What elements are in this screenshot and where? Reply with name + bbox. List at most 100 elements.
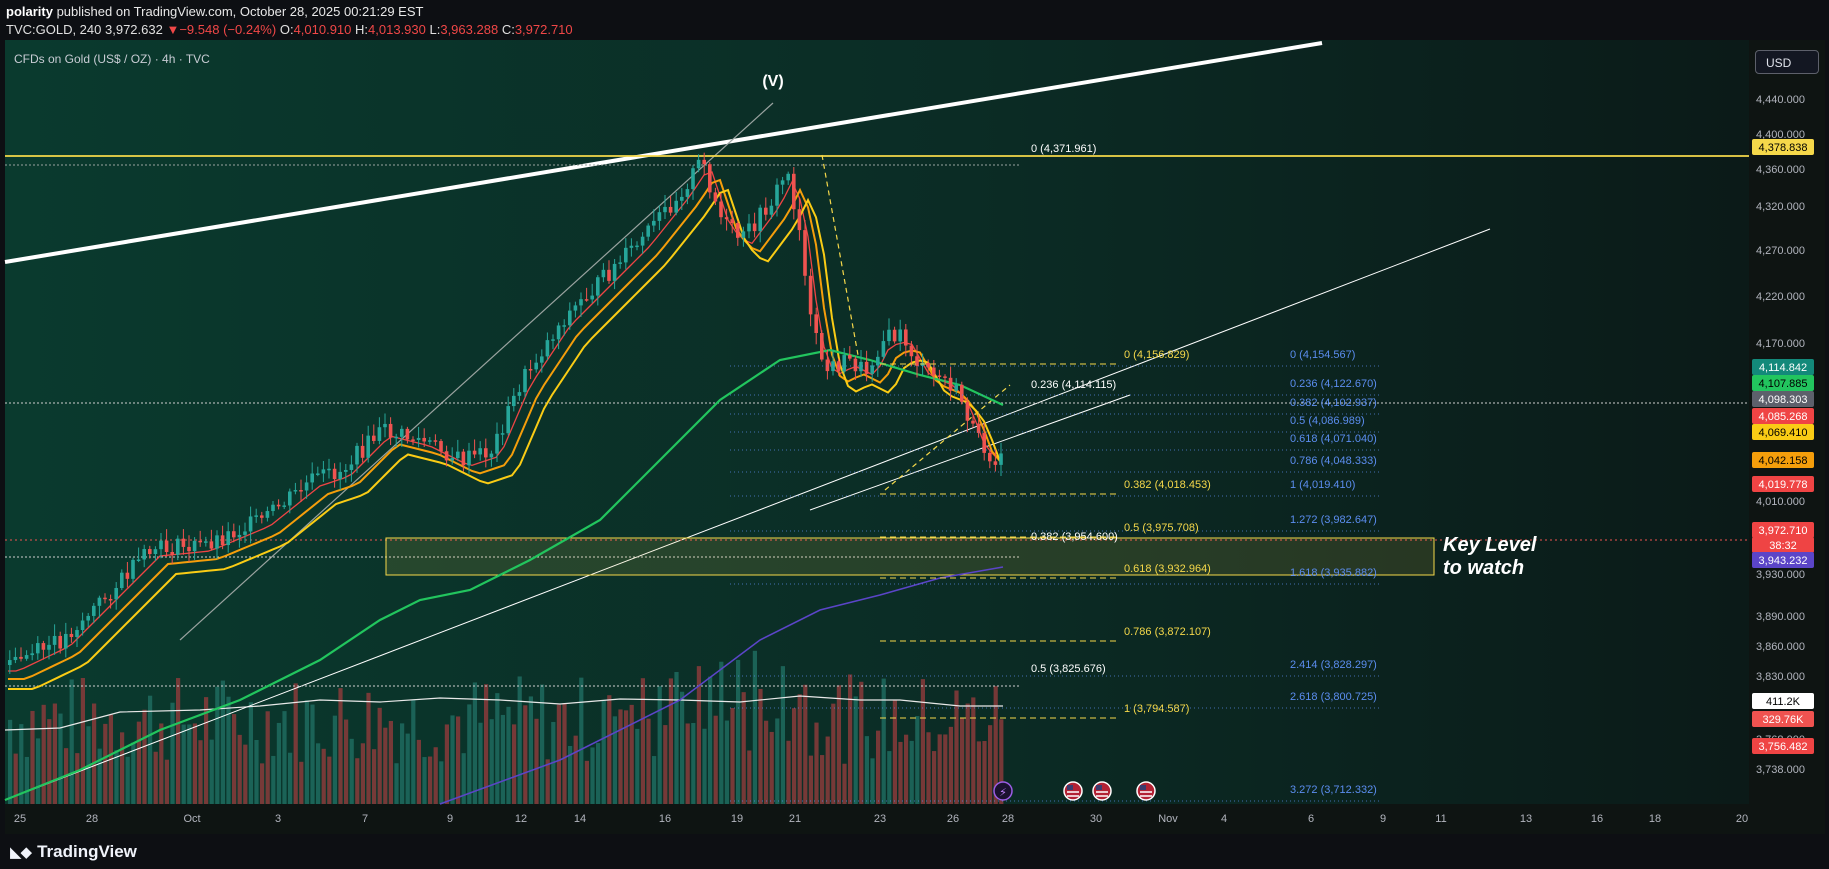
volume-bar	[674, 672, 679, 804]
price-badge	[1752, 375, 1814, 391]
volume-bar	[13, 753, 18, 804]
plot-background	[5, 40, 1749, 804]
volume-bar	[97, 748, 102, 804]
volume-bar	[629, 704, 634, 804]
candle	[304, 482, 309, 491]
candle	[428, 440, 432, 442]
volume-bar	[478, 722, 483, 804]
volume-bar	[142, 709, 147, 804]
volume-bar	[624, 710, 629, 804]
candle	[114, 588, 118, 600]
price-badge-label: 411.2K	[1766, 696, 1801, 708]
volume-bar	[41, 704, 46, 804]
time-label: 26	[947, 813, 959, 825]
volume-bar	[327, 756, 332, 804]
candle	[411, 439, 415, 441]
trendlines	[4, 41, 1749, 801]
volume-bar	[904, 734, 909, 804]
candle	[299, 490, 303, 492]
time-label: 9	[447, 813, 453, 825]
change-arrow: ▼	[166, 22, 180, 37]
fib-right-label: 0.382 (4,102.937)	[1290, 397, 1377, 409]
symbol-label[interactable]: TVC:GOLD, 240	[6, 22, 102, 37]
candle	[999, 453, 1003, 465]
volume-bar	[898, 741, 903, 804]
volume-bar	[696, 666, 701, 804]
price-badge-label: 4,069.410	[1759, 427, 1808, 439]
time-label: 19	[731, 813, 743, 825]
price-tick: 3,860.000	[1756, 641, 1805, 653]
price-badge	[1752, 359, 1814, 375]
volume-bar	[775, 718, 780, 804]
candle	[159, 540, 163, 550]
candle	[803, 230, 807, 276]
price-badge	[1752, 452, 1814, 468]
axes: 4,440.000 4,400.000 4,360.000 4,320.000 4,27…	[14, 94, 1814, 825]
volume-bar	[181, 724, 186, 804]
volume-bar	[148, 695, 153, 804]
price-badge	[1752, 139, 1814, 155]
candle	[64, 633, 68, 649]
volume-bar	[808, 755, 813, 804]
price-badge-label: 3,972.710	[1759, 525, 1808, 537]
candle	[131, 559, 135, 579]
candle	[876, 356, 880, 366]
candle	[982, 432, 986, 453]
volume-bar	[752, 650, 757, 804]
volume-bar	[579, 677, 584, 804]
fib-left-label: 0 (4,371.961)	[1031, 143, 1096, 155]
volume-bar	[388, 720, 393, 804]
candle	[881, 341, 886, 357]
volume-bar	[607, 695, 612, 804]
wedge-line	[809, 394, 1131, 511]
volume-bar	[416, 739, 421, 804]
volume-bar	[288, 752, 293, 804]
channel-line	[179, 102, 774, 641]
candle	[713, 192, 718, 202]
volume-bar	[450, 715, 455, 804]
candle	[30, 653, 34, 656]
volume-bar	[590, 747, 595, 804]
candle	[388, 423, 393, 438]
price-chart[interactable]: (V) 0 (4,371.961) 0.236 (4,114.115) 0.382 (…	[0, 40, 1829, 834]
candle	[349, 464, 354, 470]
volume-bar	[439, 761, 444, 804]
price-tick: 4,360.000	[1756, 164, 1805, 176]
time-label: 28	[86, 813, 98, 825]
volume-bar	[472, 682, 477, 804]
candle	[517, 392, 522, 396]
volume-bar	[836, 685, 841, 804]
price-badge-label: 3,943.232	[1759, 555, 1808, 567]
candle	[198, 540, 202, 543]
volume-bar	[517, 676, 522, 804]
fib-right-label: 0.236 (4,122.670)	[1290, 378, 1377, 390]
key-level-note: Key Level	[1443, 534, 1537, 556]
time-axis-background	[5, 804, 1825, 834]
candle	[652, 220, 656, 226]
price-tick: 3,890.000	[1756, 611, 1805, 623]
candle	[629, 245, 634, 248]
candle	[338, 471, 342, 480]
volume-bar	[685, 723, 690, 804]
candle	[556, 325, 561, 340]
candle	[372, 435, 376, 441]
candle	[948, 377, 953, 391]
chart-title[interactable]: CFDs on Gold (US$ / OZ) · 4h · TVC	[14, 52, 210, 66]
volume-bar	[512, 724, 517, 804]
fib-mid-label: 0.5 (3,975.708)	[1124, 522, 1199, 534]
volume-bar	[394, 763, 399, 804]
volume-bar	[988, 725, 993, 804]
tradingview-logo[interactable]: ◣◆ TradingView	[10, 842, 137, 862]
volume-bar	[220, 680, 225, 804]
volume-bar	[948, 726, 953, 804]
price-badge	[1752, 711, 1814, 727]
currency-button[interactable]: USD	[1755, 50, 1819, 74]
author-name[interactable]: polarity	[6, 4, 53, 19]
candle	[125, 572, 130, 579]
brand-name: TradingView	[37, 842, 137, 861]
candle	[321, 469, 326, 474]
volume-bar	[444, 724, 449, 804]
candle	[775, 184, 779, 206]
candle	[467, 450, 471, 466]
candle	[730, 219, 734, 224]
